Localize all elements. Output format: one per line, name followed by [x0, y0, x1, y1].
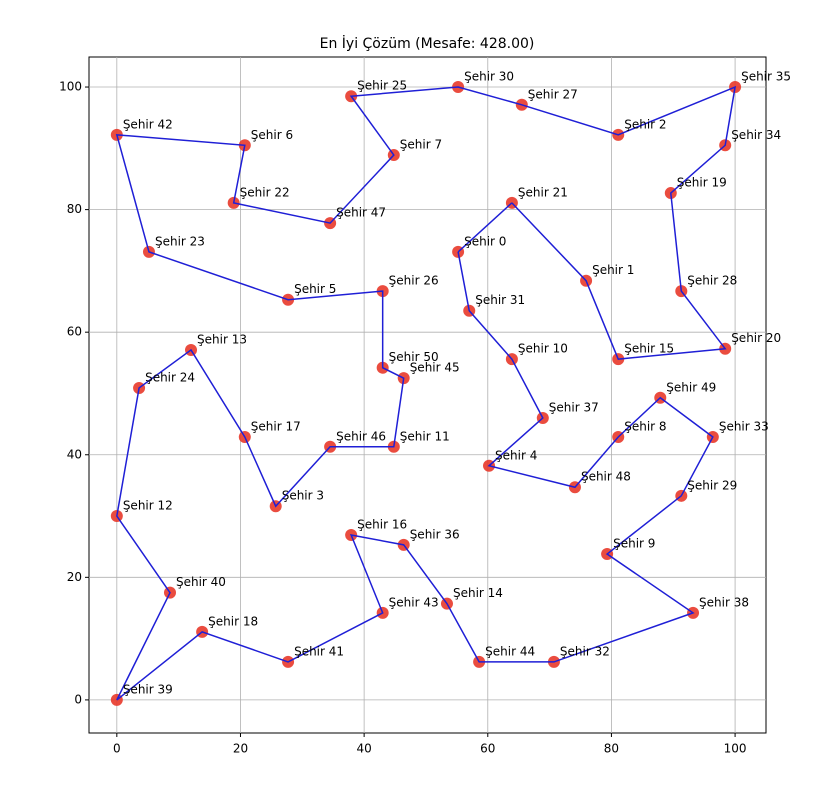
city-label: Şehir 35	[741, 70, 791, 84]
city-label: Şehir 4	[495, 448, 537, 462]
y-tick-label: 80	[67, 202, 82, 216]
city-label: Şehir 17	[251, 419, 301, 433]
city-label: Şehir 1	[592, 263, 634, 277]
city-label: Şehir 34	[731, 128, 781, 142]
x-tick-label: 100	[724, 742, 747, 756]
route-closing-line	[457, 202, 513, 253]
city-label: Şehir 38	[699, 595, 749, 609]
city-label: Şehir 10	[518, 342, 568, 356]
city-label: Şehir 23	[155, 234, 205, 248]
chart-title: En İyi Çözüm (Mesafe: 428.00)	[320, 34, 535, 52]
city-label: Şehir 20	[731, 331, 781, 345]
city-label: Şehir 16	[357, 518, 407, 532]
x-tick-label: 20	[233, 742, 248, 756]
city-label: Şehir 32	[560, 644, 610, 658]
city-label: Şehir 47	[336, 206, 386, 220]
city-label: Şehir 18	[208, 614, 258, 628]
x-tick-label: 40	[356, 742, 371, 756]
x-tick-label: 60	[480, 742, 495, 756]
city-label: Şehir 12	[123, 499, 173, 513]
city-label: Şehir 27	[528, 87, 578, 101]
city-label: Şehir 25	[357, 79, 407, 93]
plot-frame	[88, 56, 767, 734]
y-tick-label: 20	[67, 570, 82, 584]
city-label: Şehir 22	[240, 185, 290, 199]
city-label: Şehir 6	[251, 128, 293, 142]
city-label: Şehir 45	[410, 361, 460, 375]
city-label: Şehir 15	[624, 342, 674, 356]
city-label: Şehir 13	[197, 332, 247, 346]
city-label: Şehir 24	[145, 370, 195, 384]
x-tick-label: 0	[113, 742, 121, 756]
city-label: Şehir 30	[464, 70, 514, 84]
city-label: Şehir 11	[400, 429, 450, 443]
x-tick-label: 80	[604, 742, 619, 756]
city-label: Şehir 41	[294, 644, 344, 658]
route-line	[115, 85, 737, 701]
city-label: Şehir 19	[677, 176, 727, 190]
city-label: Şehir 48	[581, 470, 631, 484]
city-label: Şehir 50	[389, 350, 439, 364]
city-label: Şehir 31	[475, 293, 525, 307]
city-label: Şehir 7	[400, 138, 442, 152]
city-label: Şehir 40	[176, 575, 226, 589]
city-label: Şehir 2	[624, 117, 666, 131]
y-tick-label: 100	[59, 80, 82, 94]
city-label: Şehir 43	[389, 595, 439, 609]
city-label: Şehir 28	[687, 274, 737, 288]
city-label: Şehir 0	[464, 234, 506, 248]
city-label: Şehir 14	[453, 586, 503, 600]
city-label: Şehir 37	[549, 400, 599, 414]
city-label: Şehir 8	[624, 419, 666, 433]
city-label: Şehir 5	[294, 282, 336, 296]
city-label: Şehir 39	[123, 682, 173, 696]
city-label: Şehir 46	[336, 429, 386, 443]
y-tick-label: 40	[67, 447, 82, 461]
city-label: Şehir 29	[687, 478, 737, 492]
city-label: Şehir 3	[282, 489, 324, 503]
city-label: Şehir 44	[485, 644, 535, 658]
city-label: Şehir 36	[410, 527, 460, 541]
y-tick-label: 60	[67, 325, 82, 339]
city-label: Şehir 21	[518, 185, 568, 199]
city-label: Şehir 42	[123, 117, 173, 131]
city-label: Şehir 9	[613, 537, 655, 551]
city-label: Şehir 49	[666, 380, 716, 394]
city-label: Şehir 26	[389, 274, 439, 288]
city-label: Şehir 33	[719, 419, 769, 433]
y-tick-label: 0	[74, 692, 82, 706]
